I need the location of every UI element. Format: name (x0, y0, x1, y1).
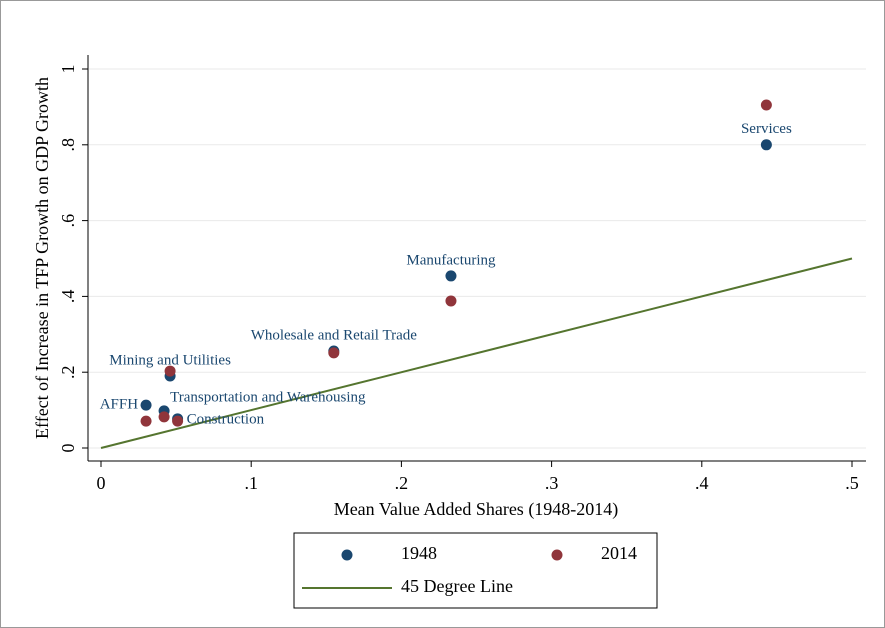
reference-line (100, 257, 853, 449)
legend-swatch (341, 549, 353, 561)
point (140, 399, 152, 411)
x-tick-label: .5 (845, 473, 859, 493)
point-label: AFFH (100, 397, 139, 413)
x-tick-label: .3 (545, 473, 559, 493)
point (760, 99, 772, 111)
x-axis-title: Mean Value Added Shares (1948-2014) (334, 499, 619, 520)
x-tick-label: .4 (695, 473, 709, 493)
y-tick-label: .4 (58, 290, 78, 304)
y-tick-label: 0 (58, 444, 78, 453)
legend-label: 2014 (601, 543, 637, 563)
point (445, 295, 457, 307)
y-tick-label: .2 (58, 365, 78, 379)
legend-label: 45 Degree Line (401, 576, 513, 596)
point (140, 415, 152, 427)
legend (293, 532, 658, 609)
x-tick-label: .2 (395, 473, 409, 493)
x-tick-label: .1 (244, 473, 258, 493)
point-label: Construction (187, 411, 265, 427)
point-label: Manufacturing (406, 252, 496, 268)
point-label: Wholesale and Retail Trade (251, 327, 418, 343)
point (164, 365, 176, 377)
y-tick-label: 1 (58, 65, 78, 74)
point (760, 139, 772, 151)
point (328, 347, 340, 359)
point (445, 270, 457, 282)
y-tick-label: .8 (58, 138, 78, 152)
point-label: Mining and Utilities (109, 352, 231, 368)
legend-swatch (551, 549, 563, 561)
y-tick-label: .6 (58, 214, 78, 228)
point-label: Services (741, 121, 792, 137)
x-tick-label: 0 (97, 473, 106, 493)
legend-label: 1948 (401, 543, 437, 563)
y-axis-title: Effect of Increase in TFP Growth on GDP … (32, 77, 52, 439)
point-label: Transportation and Warehousing (170, 389, 366, 405)
point (172, 415, 184, 427)
point (158, 411, 170, 423)
